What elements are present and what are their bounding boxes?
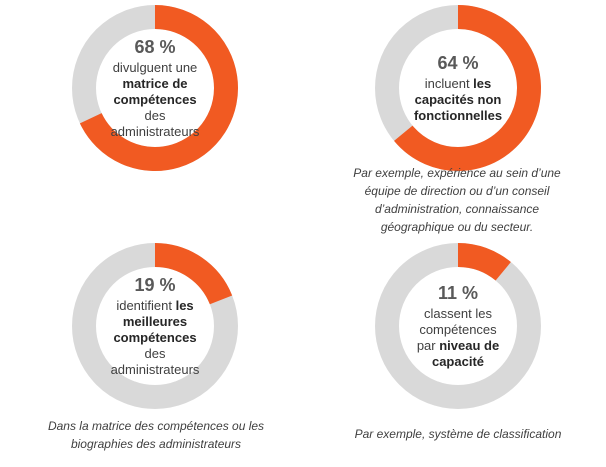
description-emphasis: les meilleures compétences (113, 298, 197, 345)
donut-chart-best-skills: 19 % identifient les meilleures compéten… (72, 243, 238, 409)
donut-center: 68 % divulguent une matrice de compétenc… (72, 5, 238, 171)
donut-segment (394, 5, 541, 171)
donut-svg (72, 243, 238, 409)
donut-svg (375, 5, 541, 171)
donut-svg (72, 5, 238, 171)
donut-segment (79, 5, 238, 171)
description-emphasis: les capacités non fonctionnelles (413, 76, 503, 123)
donut-svg (375, 243, 541, 409)
donut-description: identifient les meilleures compétences d… (106, 298, 204, 378)
donut-chart-capacity-level: 11 % classent les compétences par niveau… (375, 243, 541, 409)
donut-center: 64 % incluent les capacités non fonction… (375, 5, 541, 171)
donut-description: divulguent une matrice de compétences de… (106, 60, 204, 140)
description-text: identifient (116, 298, 176, 313)
note-capacity-level: Par exemple, système de classification (354, 427, 562, 441)
note-best-skills: Dans la matrice des compétences ou les b… (47, 419, 265, 451)
description-text: divulguent une (112, 60, 198, 75)
description-emphasis: matrice de compétences (113, 76, 197, 107)
description-text: classent les compétences par (416, 306, 497, 353)
donut-chart-nonfunctional: 64 % incluent les capacités non fonction… (375, 5, 541, 171)
donut-value-label: 19 % (134, 275, 176, 295)
description-text: incluent (424, 76, 474, 91)
description-text: des administrateurs (110, 108, 200, 139)
donut-description: classent les compétences par niveau de c… (410, 306, 506, 370)
donut-segment (457, 243, 511, 281)
donut-center: 11 % classent les compétences par niveau… (375, 243, 541, 409)
description-emphasis: niveau de capacité (431, 338, 500, 369)
donut-value-label: 68 % (134, 37, 176, 57)
description-text: des administrateurs (110, 346, 200, 377)
donut-center: 19 % identifient les meilleures compéten… (72, 243, 238, 409)
donut-segment (154, 243, 233, 305)
note-nonfunctional: Par exemple, expérience au sein d’une éq… (353, 166, 561, 234)
donut-description: incluent les capacités non fonctionnelle… (412, 76, 504, 124)
donut-value-label: 64 % (437, 53, 479, 73)
donut-chart-matrix: 68 % divulguent une matrice de compétenc… (72, 5, 238, 171)
donut-value-label: 11 % (437, 283, 479, 303)
